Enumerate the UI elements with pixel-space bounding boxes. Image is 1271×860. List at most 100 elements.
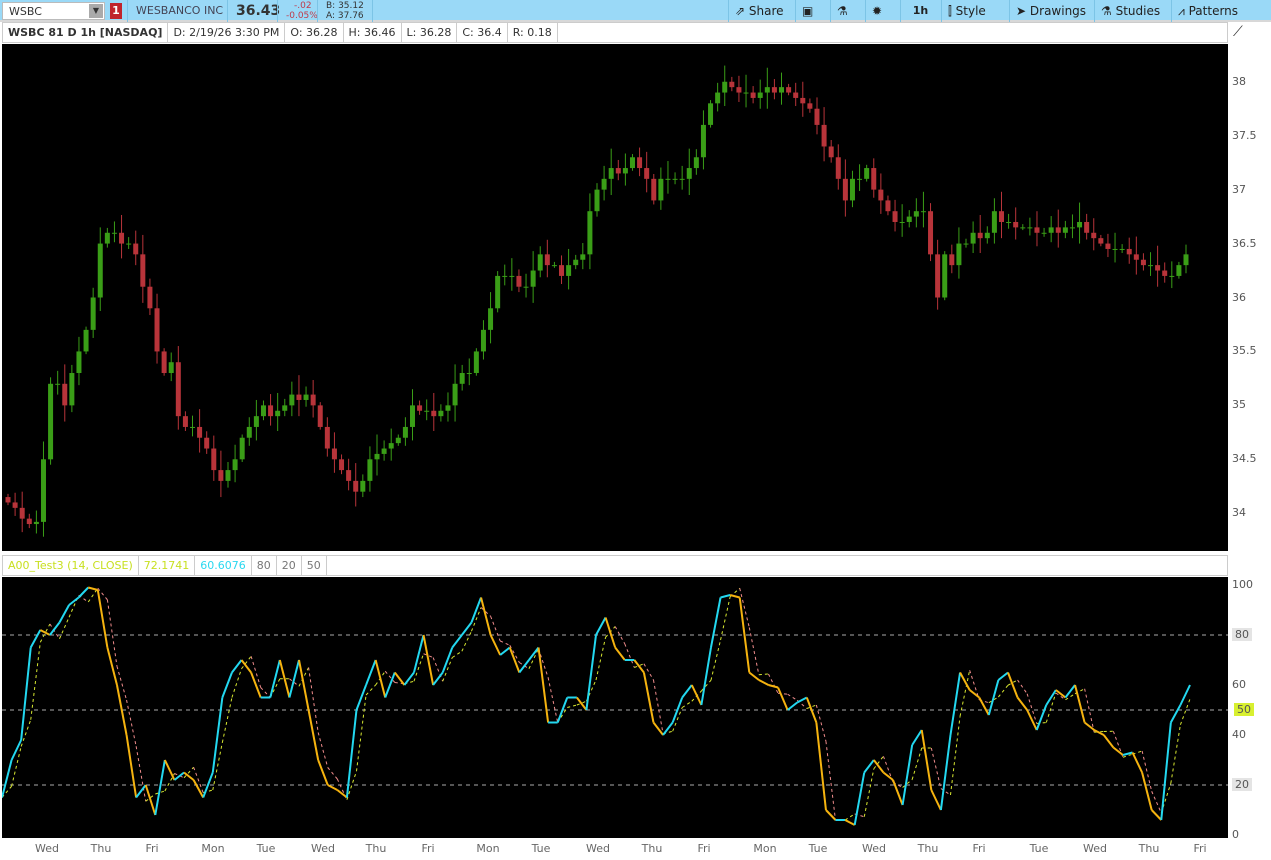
candle-body bbox=[842, 178, 848, 201]
oscillator-segment bbox=[997, 671, 1009, 681]
signal-segment bbox=[106, 599, 118, 667]
candle-body bbox=[977, 232, 983, 239]
oscillator-axis[interactable]: 100 80 60 50 40 20 0 bbox=[1228, 577, 1271, 841]
ask-value: A: 37.76 bbox=[326, 11, 364, 21]
oscillator-segment bbox=[211, 697, 224, 773]
oscillator-segment bbox=[250, 672, 262, 698]
time-tick: Fri bbox=[1193, 842, 1207, 855]
signal-segment bbox=[346, 771, 357, 800]
price-tick: 36 bbox=[1232, 290, 1246, 304]
drawings-button[interactable]: ➤ Drawings bbox=[1009, 0, 1092, 22]
oscillator-segment bbox=[154, 759, 166, 816]
patterns-button[interactable]: ⩘ Patterns bbox=[1171, 0, 1244, 22]
signal-segment bbox=[902, 779, 913, 788]
oscillator-segment bbox=[911, 729, 923, 746]
candle-body bbox=[963, 243, 969, 245]
oscillator-segment bbox=[844, 819, 856, 826]
candle-body bbox=[1162, 270, 1168, 276]
candle-body bbox=[182, 416, 188, 427]
oscillator-segment bbox=[317, 759, 329, 786]
symbol-selector[interactable]: WSBC ▼ bbox=[2, 2, 105, 20]
candle-body bbox=[90, 297, 96, 330]
signal-segment bbox=[1065, 693, 1076, 701]
candle-body bbox=[1062, 227, 1068, 233]
candle-body bbox=[353, 480, 359, 492]
oscillator-segment bbox=[508, 647, 521, 673]
signal-segment bbox=[174, 773, 185, 779]
timeframe-button[interactable]: 1h bbox=[900, 0, 940, 22]
signal-segment bbox=[624, 643, 635, 668]
candle-body bbox=[33, 521, 39, 525]
oscillator-segment bbox=[1131, 752, 1143, 773]
time-axis[interactable]: Wed Thu Fri Mon Tue Wed Thu Fri Mon Tue Wed Thu Fri M… bbox=[0, 838, 1271, 860]
candle-body bbox=[587, 211, 593, 255]
oscillator-segment bbox=[77, 586, 89, 599]
candle-body bbox=[991, 211, 997, 233]
oscillator-segment bbox=[978, 697, 990, 716]
time-tick: Wed bbox=[1083, 842, 1107, 855]
candle-body bbox=[644, 168, 650, 179]
signal-segment bbox=[423, 653, 434, 658]
time-tick: Tue bbox=[256, 842, 276, 855]
signal-segment bbox=[787, 693, 798, 701]
signal-segment bbox=[930, 747, 942, 789]
time-tick: Fri bbox=[972, 842, 986, 855]
signal-segment bbox=[49, 623, 60, 640]
candle-body bbox=[1027, 227, 1033, 229]
candle-body bbox=[459, 373, 465, 384]
share-button[interactable]: ⇗ Share bbox=[728, 0, 790, 22]
signal-segment bbox=[959, 670, 971, 717]
candle-body bbox=[679, 178, 685, 180]
signal-segment bbox=[183, 766, 194, 779]
oscillator-segment bbox=[595, 617, 607, 636]
bar-low: L: 36.28 bbox=[402, 23, 458, 42]
signal-segment bbox=[30, 642, 41, 720]
oscillator-segment bbox=[144, 784, 157, 816]
time-tick: Wed bbox=[862, 842, 886, 855]
candle-body bbox=[509, 275, 515, 277]
price-tick: 35 bbox=[1232, 398, 1246, 412]
candle-body bbox=[665, 178, 671, 180]
flexible-grid-button[interactable]: ▣ bbox=[795, 0, 825, 22]
oscillator-segment bbox=[135, 784, 147, 799]
time-tick: Mon bbox=[753, 842, 777, 855]
signal-segment bbox=[327, 767, 338, 780]
oscillator-segment bbox=[403, 671, 415, 686]
oscillator-chart[interactable] bbox=[2, 577, 1228, 838]
oscillator-segment bbox=[269, 659, 281, 698]
candle-body bbox=[935, 254, 941, 298]
style-button[interactable]: ⫿ Style bbox=[941, 0, 992, 22]
flask-icon: ⚗ bbox=[1101, 4, 1112, 18]
flexible-grid-icon: ▣ bbox=[802, 4, 814, 18]
candle-body bbox=[750, 92, 756, 98]
candle-body bbox=[190, 426, 196, 428]
oscillator-segment bbox=[1007, 672, 1019, 698]
oscillator-segment bbox=[1179, 684, 1191, 706]
time-tick: Fri bbox=[145, 842, 159, 855]
flask-button[interactable]: ⚗ bbox=[830, 0, 865, 22]
candle-body bbox=[1055, 227, 1061, 233]
flask-icon: ⚗ bbox=[837, 4, 848, 18]
studies-button[interactable]: ⚗ Studies bbox=[1094, 0, 1166, 22]
signal-segment bbox=[355, 694, 367, 772]
candle-body bbox=[154, 308, 160, 352]
candle-body bbox=[729, 81, 735, 88]
settings-button[interactable]: ✹ bbox=[865, 0, 900, 22]
alert-badge[interactable]: 1 bbox=[110, 3, 122, 19]
candle-body bbox=[48, 383, 54, 460]
price-axis[interactable]: 38 37.5 37 36.5 36 35.5 35 34.5 34 bbox=[1228, 44, 1271, 551]
candle-body bbox=[119, 232, 125, 244]
chart-mode-icon[interactable]: ⟋ bbox=[1233, 24, 1243, 40]
candle-body bbox=[573, 259, 579, 266]
candle-body bbox=[1126, 248, 1132, 255]
chevron-down-icon[interactable]: ▼ bbox=[89, 4, 103, 18]
oscillator-segment bbox=[825, 809, 837, 821]
signal-segment bbox=[470, 607, 482, 632]
change-pct: -0.05% bbox=[286, 11, 318, 21]
oscillator-segment bbox=[949, 672, 962, 736]
candle-body bbox=[913, 211, 919, 217]
oscillator-segment bbox=[614, 646, 626, 661]
price-chart[interactable] bbox=[2, 44, 1228, 551]
candle-body bbox=[62, 383, 68, 406]
price-tick: 34.5 bbox=[1232, 452, 1257, 466]
